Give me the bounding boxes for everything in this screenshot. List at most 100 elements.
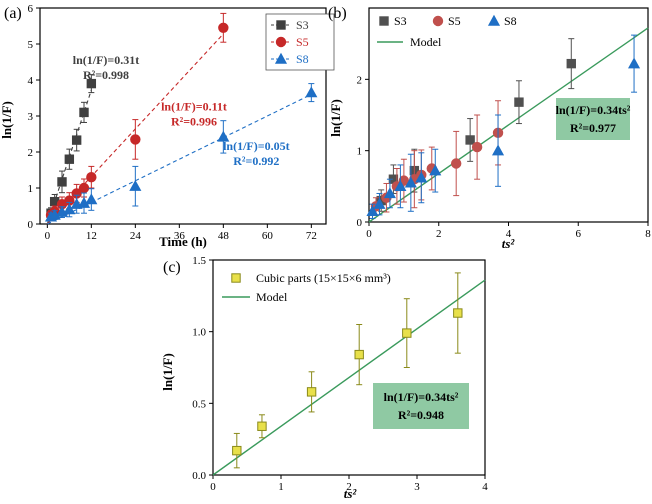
fit-equation: ln(1/F)=0.05t xyxy=(223,139,290,153)
data-point-s8 xyxy=(63,203,76,215)
y-tick-label: 0 xyxy=(28,219,34,231)
data-point-s8 xyxy=(491,144,505,156)
panel-a-ylabel: ln(1/F) xyxy=(0,101,14,139)
panel-b: (b) ln(1/F) ts² 0 2 4 6 8 0 1 2 S3 S5 S8 Model ln(1/… xyxy=(328,5,651,251)
legend-label: S3 xyxy=(394,14,407,28)
panel-b-legend: S3 S5 S8 Model xyxy=(377,14,517,49)
x-tick-label: 0 xyxy=(210,481,216,493)
fit-equation: ln(1/F)=0.31t xyxy=(73,53,140,67)
legend-label: S8 xyxy=(504,14,517,28)
legend-label: Model xyxy=(410,35,442,49)
data-point-s5 xyxy=(78,182,90,194)
data-point-s8 xyxy=(366,205,379,216)
legend-label: S3 xyxy=(296,18,309,32)
x-tick-label: 72 xyxy=(306,230,317,242)
fit-r2: R²=0.996 xyxy=(171,115,217,129)
legend-label: Cubic parts (15×15×6 mm³) xyxy=(256,271,391,285)
model-line xyxy=(212,279,486,476)
legend-marker xyxy=(275,36,287,48)
data-point-s5 xyxy=(450,158,462,169)
data-point-cubic xyxy=(402,328,412,338)
data-point-s3 xyxy=(71,135,82,145)
y-tick-label: 0 xyxy=(357,217,363,229)
fit-equation: ln(1/F)=0.11t xyxy=(161,100,227,114)
y-tick-label: 2 xyxy=(357,74,363,86)
legend-marker xyxy=(274,52,288,64)
data-point-s8 xyxy=(217,130,230,142)
legend-marker xyxy=(432,15,444,27)
data-point-cubic xyxy=(257,421,267,431)
data-point-s5 xyxy=(130,134,141,145)
data-point-s8 xyxy=(429,164,442,176)
data-point-s5 xyxy=(86,172,97,183)
x-tick-label: 4 xyxy=(482,481,488,493)
equation-box xyxy=(556,98,630,140)
fit-equation: ln(1/F)=0.34ts² xyxy=(556,103,631,117)
data-point-cubic xyxy=(232,445,242,456)
data-point-cubic xyxy=(354,349,364,360)
fit-r2: R²=0.977 xyxy=(570,121,616,135)
legend-label: S5 xyxy=(448,14,461,28)
data-point-s3 xyxy=(64,154,75,164)
fit-r2: R²=0.998 xyxy=(83,68,129,82)
y-tick-label: 1 xyxy=(357,146,363,158)
model-line xyxy=(368,27,649,223)
data-point-s3 xyxy=(86,78,97,89)
y-tick-label: 0.0 xyxy=(192,470,206,482)
data-point-s8 xyxy=(404,176,417,188)
legend-marker xyxy=(379,16,389,26)
panel-b-label: (b) xyxy=(328,5,347,22)
legend-marker xyxy=(276,20,286,30)
panel-a-label: (a) xyxy=(4,5,22,22)
data-point-s3 xyxy=(79,107,89,118)
data-point-s8 xyxy=(415,171,428,183)
y-tick-label: 6 xyxy=(28,3,34,15)
data-point-s5 xyxy=(218,22,229,33)
panel-c-ylabel: ln(1/F) xyxy=(160,353,175,391)
y-tick-label: 1.0 xyxy=(192,327,206,339)
y-tick-label: 3 xyxy=(28,111,34,123)
data-point-s8 xyxy=(129,179,142,191)
data-point-s8 xyxy=(373,197,386,209)
x-tick-label: 48 xyxy=(218,230,230,242)
y-tick-label: 2 xyxy=(28,147,34,159)
x-tick-label: 12 xyxy=(86,230,97,242)
x-tick-label: 2 xyxy=(436,228,442,240)
panel-c-legend: Cubic parts (15×15×6 mm³) Model xyxy=(222,271,391,304)
data-point-cubic xyxy=(306,387,317,397)
panel-b-xlabel: ts² xyxy=(502,236,516,251)
data-point-s8 xyxy=(628,57,641,69)
y-tick-label: 5 xyxy=(28,39,34,51)
data-point-s8 xyxy=(305,86,318,98)
panel-a: (a) Time (h) ln(1/F) 0 12 24 36 48 60 72012345… xyxy=(0,3,335,249)
panel-a-xlabel: Time (h) xyxy=(159,234,207,249)
legend-marker xyxy=(487,14,501,26)
data-point-cubic xyxy=(453,308,463,318)
fit-r2: R²=0.948 xyxy=(398,408,444,422)
x-tick-label: 2 xyxy=(346,481,352,493)
x-tick-label: 4 xyxy=(506,228,512,240)
panel-c-xlabel: ts² xyxy=(344,486,358,501)
x-tick-label: 8 xyxy=(645,228,651,240)
x-tick-label: 24 xyxy=(130,230,142,242)
plot-frame xyxy=(212,259,486,476)
data-point-s3 xyxy=(514,97,524,107)
panel-c: (c) ln(1/F) ts² 0 1 2 3 4 0.0 0.5 1.0 1.5 Cubic p… xyxy=(160,255,488,501)
panel-b-ylabel: ln(1/F) xyxy=(328,99,343,137)
legend-marker xyxy=(231,273,241,283)
x-tick-label: 60 xyxy=(262,230,274,242)
equation-box xyxy=(373,383,469,429)
x-tick-label: 0 xyxy=(45,230,51,242)
fit-equation: ln(1/F)=0.34ts² xyxy=(384,390,459,404)
data-point-s5 xyxy=(471,141,483,153)
y-tick-label: 1.5 xyxy=(192,255,206,267)
y-tick-label: 0.5 xyxy=(192,398,206,410)
data-point-s8 xyxy=(383,187,396,199)
data-point-s3 xyxy=(465,135,475,145)
y-tick-label: 1 xyxy=(28,183,34,195)
data-point-s3 xyxy=(57,177,67,187)
panel-a-legend: S3 S5 S8 xyxy=(265,13,335,71)
x-tick-label: 0 xyxy=(366,228,372,240)
data-point-s8 xyxy=(394,180,407,192)
